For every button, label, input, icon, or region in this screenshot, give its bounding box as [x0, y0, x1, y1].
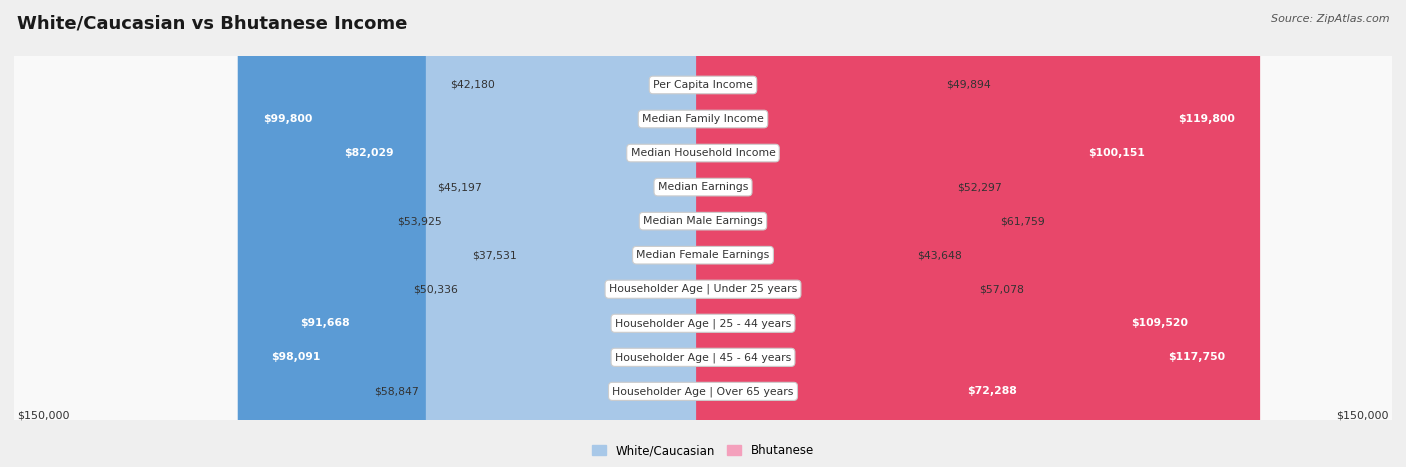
Text: Householder Age | 25 - 44 years: Householder Age | 25 - 44 years [614, 318, 792, 328]
Text: Householder Age | 45 - 64 years: Householder Age | 45 - 64 years [614, 352, 792, 362]
FancyBboxPatch shape [4, 0, 1402, 467]
Text: $98,091: $98,091 [271, 352, 321, 362]
Text: $99,800: $99,800 [263, 114, 312, 124]
FancyBboxPatch shape [246, 0, 710, 467]
FancyBboxPatch shape [696, 0, 1042, 467]
Text: $42,180: $42,180 [450, 80, 495, 90]
FancyBboxPatch shape [4, 0, 1402, 467]
Text: Householder Age | Over 65 years: Householder Age | Over 65 years [612, 386, 794, 396]
FancyBboxPatch shape [465, 0, 710, 467]
Text: $43,648: $43,648 [917, 250, 962, 260]
FancyBboxPatch shape [696, 0, 910, 467]
Text: $109,520: $109,520 [1130, 318, 1188, 328]
FancyBboxPatch shape [696, 0, 950, 467]
FancyBboxPatch shape [4, 0, 1402, 467]
Text: Median Family Income: Median Family Income [643, 114, 763, 124]
Text: $52,297: $52,297 [957, 182, 1001, 192]
FancyBboxPatch shape [696, 0, 1213, 467]
FancyBboxPatch shape [4, 0, 1402, 467]
Text: $150,000: $150,000 [17, 411, 70, 421]
FancyBboxPatch shape [696, 0, 972, 467]
Text: Median Household Income: Median Household Income [630, 148, 776, 158]
FancyBboxPatch shape [426, 0, 710, 467]
Text: White/Caucasian vs Bhutanese Income: White/Caucasian vs Bhutanese Income [17, 14, 408, 32]
Text: Householder Age | Under 25 years: Householder Age | Under 25 years [609, 284, 797, 295]
Text: $91,668: $91,668 [301, 318, 350, 328]
Text: $37,531: $37,531 [472, 250, 517, 260]
Text: $82,029: $82,029 [344, 148, 394, 158]
Text: Median Earnings: Median Earnings [658, 182, 748, 192]
FancyBboxPatch shape [4, 0, 1402, 467]
Text: $49,894: $49,894 [946, 80, 991, 90]
FancyBboxPatch shape [696, 0, 1251, 467]
FancyBboxPatch shape [276, 0, 710, 467]
FancyBboxPatch shape [4, 0, 1402, 467]
Text: $61,759: $61,759 [1001, 216, 1045, 226]
FancyBboxPatch shape [4, 0, 1402, 467]
Text: $119,800: $119,800 [1178, 114, 1234, 124]
Text: Median Female Earnings: Median Female Earnings [637, 250, 769, 260]
FancyBboxPatch shape [4, 0, 1402, 467]
FancyBboxPatch shape [696, 0, 1170, 467]
Text: $117,750: $117,750 [1168, 352, 1226, 362]
Text: Source: ZipAtlas.com: Source: ZipAtlas.com [1271, 14, 1389, 24]
FancyBboxPatch shape [488, 0, 710, 467]
FancyBboxPatch shape [319, 0, 710, 467]
FancyBboxPatch shape [4, 0, 1402, 467]
FancyBboxPatch shape [502, 0, 710, 467]
Text: Per Capita Income: Per Capita Income [652, 80, 754, 90]
Text: $72,288: $72,288 [967, 386, 1017, 396]
FancyBboxPatch shape [696, 0, 994, 467]
FancyBboxPatch shape [238, 0, 710, 467]
Legend: White/Caucasian, Bhutanese: White/Caucasian, Bhutanese [588, 439, 818, 462]
FancyBboxPatch shape [4, 0, 1402, 467]
FancyBboxPatch shape [523, 0, 710, 467]
FancyBboxPatch shape [449, 0, 710, 467]
Text: $45,197: $45,197 [437, 182, 482, 192]
FancyBboxPatch shape [696, 0, 1260, 467]
FancyBboxPatch shape [696, 0, 939, 467]
Text: $150,000: $150,000 [1336, 411, 1389, 421]
Text: $50,336: $50,336 [413, 284, 458, 294]
Text: $58,847: $58,847 [374, 386, 419, 396]
Text: Median Male Earnings: Median Male Earnings [643, 216, 763, 226]
Text: $100,151: $100,151 [1088, 148, 1144, 158]
Text: $53,925: $53,925 [396, 216, 441, 226]
Text: $57,078: $57,078 [979, 284, 1024, 294]
